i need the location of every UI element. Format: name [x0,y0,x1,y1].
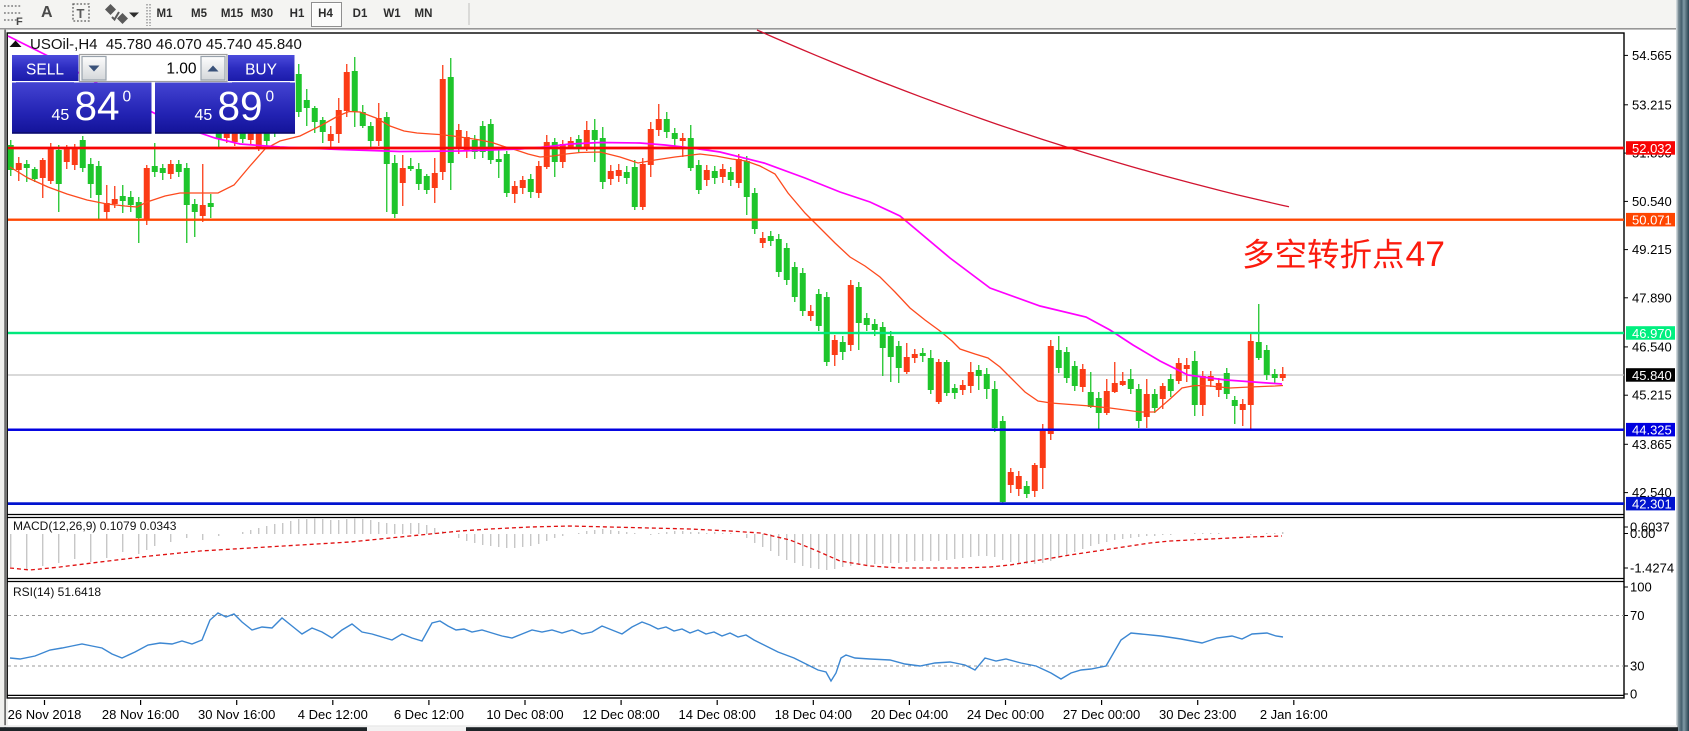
svg-text:24 Dec 00:00: 24 Dec 00:00 [967,707,1044,722]
svg-text:45.840: 45.840 [1632,368,1672,383]
svg-text:SELL: SELL [26,62,64,79]
svg-text:12 Dec 08:00: 12 Dec 08:00 [582,707,659,722]
svg-text:1.00: 1.00 [166,61,197,78]
svg-text:-1.4274: -1.4274 [1630,561,1674,576]
svg-text:0: 0 [266,89,275,106]
svg-text:100: 100 [1630,580,1652,595]
svg-text:MACD(12,26,9) 0.1079 0.0343: MACD(12,26,9) 0.1079 0.0343 [13,519,177,533]
svg-text:46.540: 46.540 [1632,339,1672,354]
svg-text:USOil-,H4 45.780 46.070 45.74: USOil-,H4 45.780 46.070 45.740 45.840 [30,36,302,53]
svg-text:30: 30 [1630,659,1644,674]
svg-text:RSI(14) 51.6418: RSI(14) 51.6418 [13,585,101,599]
svg-text:44.325: 44.325 [1632,423,1672,438]
svg-text:45: 45 [52,107,70,124]
svg-text:0.6037: 0.6037 [1630,520,1670,535]
svg-text:20 Dec 04:00: 20 Dec 04:00 [871,707,948,722]
svg-text:4 Dec 12:00: 4 Dec 12:00 [298,707,368,722]
svg-text:18 Dec 04:00: 18 Dec 04:00 [775,707,852,722]
svg-text:2 Jan 16:00: 2 Jan 16:00 [1260,707,1328,722]
svg-text:10 Dec 08:00: 10 Dec 08:00 [486,707,563,722]
svg-text:45.215: 45.215 [1632,388,1672,403]
svg-text:47.890: 47.890 [1632,290,1672,305]
svg-text:26 Nov 2018: 26 Nov 2018 [8,707,82,722]
svg-text:54.565: 54.565 [1632,48,1672,63]
svg-text:52.032: 52.032 [1632,141,1672,156]
svg-text:30 Dec 23:00: 30 Dec 23:00 [1159,707,1236,722]
svg-text:0: 0 [123,89,132,106]
svg-text:27 Dec 00:00: 27 Dec 00:00 [1063,707,1140,722]
svg-text:28 Nov 16:00: 28 Nov 16:00 [102,707,179,722]
svg-text:49.215: 49.215 [1632,242,1672,257]
svg-text:50.540: 50.540 [1632,194,1672,209]
svg-text:47: 47 [1406,234,1446,274]
svg-text:6 Dec 12:00: 6 Dec 12:00 [394,707,464,722]
svg-text:89: 89 [218,83,263,129]
svg-text:84: 84 [75,83,120,129]
svg-text:43.865: 43.865 [1632,437,1672,452]
svg-text:45: 45 [195,107,213,124]
svg-text:0: 0 [1630,687,1637,702]
svg-text:0.00: 0.00 [1630,526,1655,541]
svg-text:42.301: 42.301 [1632,497,1672,512]
svg-text:F: F [16,16,23,25]
svg-text:30 Nov 16:00: 30 Nov 16:00 [198,707,275,722]
svg-text:70: 70 [1630,608,1644,623]
svg-text:53.215: 53.215 [1632,97,1672,112]
svg-text:50.071: 50.071 [1632,213,1672,228]
svg-text:46.970: 46.970 [1632,326,1672,341]
svg-text:14 Dec 08:00: 14 Dec 08:00 [679,707,756,722]
svg-text:T: T [77,6,85,21]
svg-text:42.540: 42.540 [1632,485,1672,500]
svg-text:BUY: BUY [245,62,277,79]
